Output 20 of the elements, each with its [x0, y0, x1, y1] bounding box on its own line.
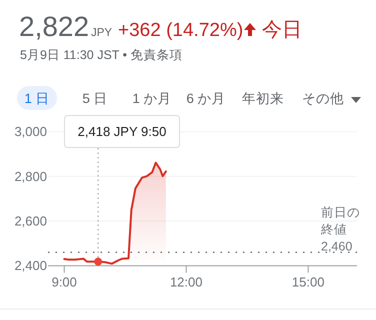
ref-line-label: 前日の終値 2,460 [320, 205, 360, 254]
y-tick-label: 3,000 [14, 124, 47, 140]
y-tick-label: 2,400 [14, 258, 47, 274]
x-tick-label: 15:00 [292, 274, 324, 290]
y-tick-label: 2,600 [14, 214, 47, 229]
text: 6 か月 [186, 91, 226, 106]
chart-title: 2,822 [19, 11, 90, 42]
text: 1 か月 [132, 91, 172, 106]
annotation: 2,418 JPY 9:50 [78, 124, 166, 139]
x-tick-label: 12:00 [170, 274, 203, 290]
x-tick-label: 9:00 [52, 274, 77, 290]
text: +362 (14.72%) [118, 20, 244, 41]
text: 今日 [262, 19, 302, 41]
text: JPY [91, 27, 112, 39]
text: 5 日 [82, 91, 108, 106]
y-tick-label: 2,800 [14, 168, 47, 184]
chart-subtitle: 5月9日 11:30 JST • 免責条項 [20, 48, 183, 62]
text: その他 [302, 91, 344, 106]
text: 1 日 [24, 91, 50, 106]
text: 年初来 [242, 91, 284, 106]
